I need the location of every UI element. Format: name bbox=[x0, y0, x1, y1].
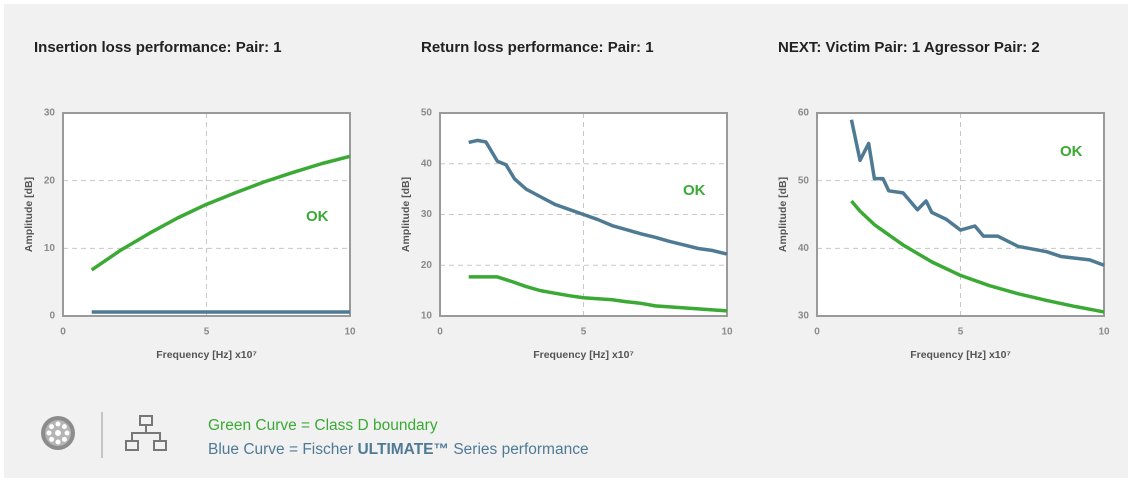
series-line bbox=[849, 119, 1105, 267]
y-tick-label: 20 bbox=[421, 260, 433, 271]
x-tick-label: 0 bbox=[437, 327, 443, 338]
legend-blue-brand: ULTIMATE™ bbox=[357, 441, 449, 458]
x-tick-label: 0 bbox=[60, 327, 66, 338]
plot-border bbox=[62, 112, 351, 317]
x-tick-label: 0 bbox=[814, 327, 820, 338]
y-axis-label: Amplitude [dB] bbox=[23, 177, 35, 252]
network-icon bbox=[125, 415, 167, 451]
x-axis-label: Frequency [Hz] x10⁷ bbox=[156, 349, 257, 361]
x-axis-label: Frequency [Hz] x10⁷ bbox=[910, 349, 1011, 361]
x-tick-label: 5 bbox=[581, 327, 587, 338]
y-tick-label: 30 bbox=[798, 311, 810, 322]
y-tick-label: 20 bbox=[44, 175, 56, 186]
y-tick-label: 50 bbox=[798, 175, 810, 186]
annotation: OK bbox=[306, 208, 329, 225]
x-tick-label: 5 bbox=[958, 327, 964, 338]
plot-border bbox=[816, 112, 1105, 317]
y-axis-label: Amplitude [dB] bbox=[777, 177, 789, 252]
y-axis-label: Amplitude [dB] bbox=[400, 177, 412, 252]
legend-green: Green Curve = Class D boundary bbox=[208, 417, 438, 434]
connector-icon bbox=[41, 416, 75, 450]
x-tick-label: 10 bbox=[344, 327, 356, 338]
x-tick-label: 5 bbox=[204, 327, 210, 338]
y-tick-label: 30 bbox=[44, 108, 56, 119]
annotation: OK bbox=[683, 182, 706, 199]
y-tick-label: 60 bbox=[798, 108, 810, 119]
y-tick-label: 40 bbox=[421, 158, 433, 169]
series-line bbox=[90, 154, 351, 272]
y-tick-label: 10 bbox=[421, 311, 433, 322]
series-line bbox=[850, 199, 1105, 314]
series-line bbox=[468, 138, 728, 256]
chart-title: NEXT: Victim Pair: 1 Agressor Pair: 2 bbox=[778, 39, 1040, 56]
x-tick-label: 10 bbox=[721, 327, 733, 338]
x-axis-label: Frequency [Hz] x10⁷ bbox=[533, 349, 634, 361]
y-tick-label: 0 bbox=[49, 311, 55, 322]
legend-blue: Blue Curve = Fischer ULTIMATE™ Series pe… bbox=[208, 441, 589, 458]
y-tick-label: 30 bbox=[421, 209, 433, 220]
plot-border bbox=[439, 112, 728, 317]
y-tick-label: 10 bbox=[44, 243, 56, 254]
annotation: OK bbox=[1060, 143, 1083, 160]
series-line bbox=[468, 275, 728, 313]
chart-title: Return loss performance: Pair: 1 bbox=[421, 39, 654, 56]
legend-blue-text: Series performance bbox=[453, 441, 588, 458]
y-tick-label: 50 bbox=[421, 108, 433, 119]
x-tick-label: 10 bbox=[1098, 327, 1110, 338]
y-tick-label: 40 bbox=[798, 243, 810, 254]
legend-blue-text: Blue Curve = Fischer bbox=[208, 441, 353, 458]
chart-title: Insertion loss performance: Pair: 1 bbox=[34, 39, 282, 56]
